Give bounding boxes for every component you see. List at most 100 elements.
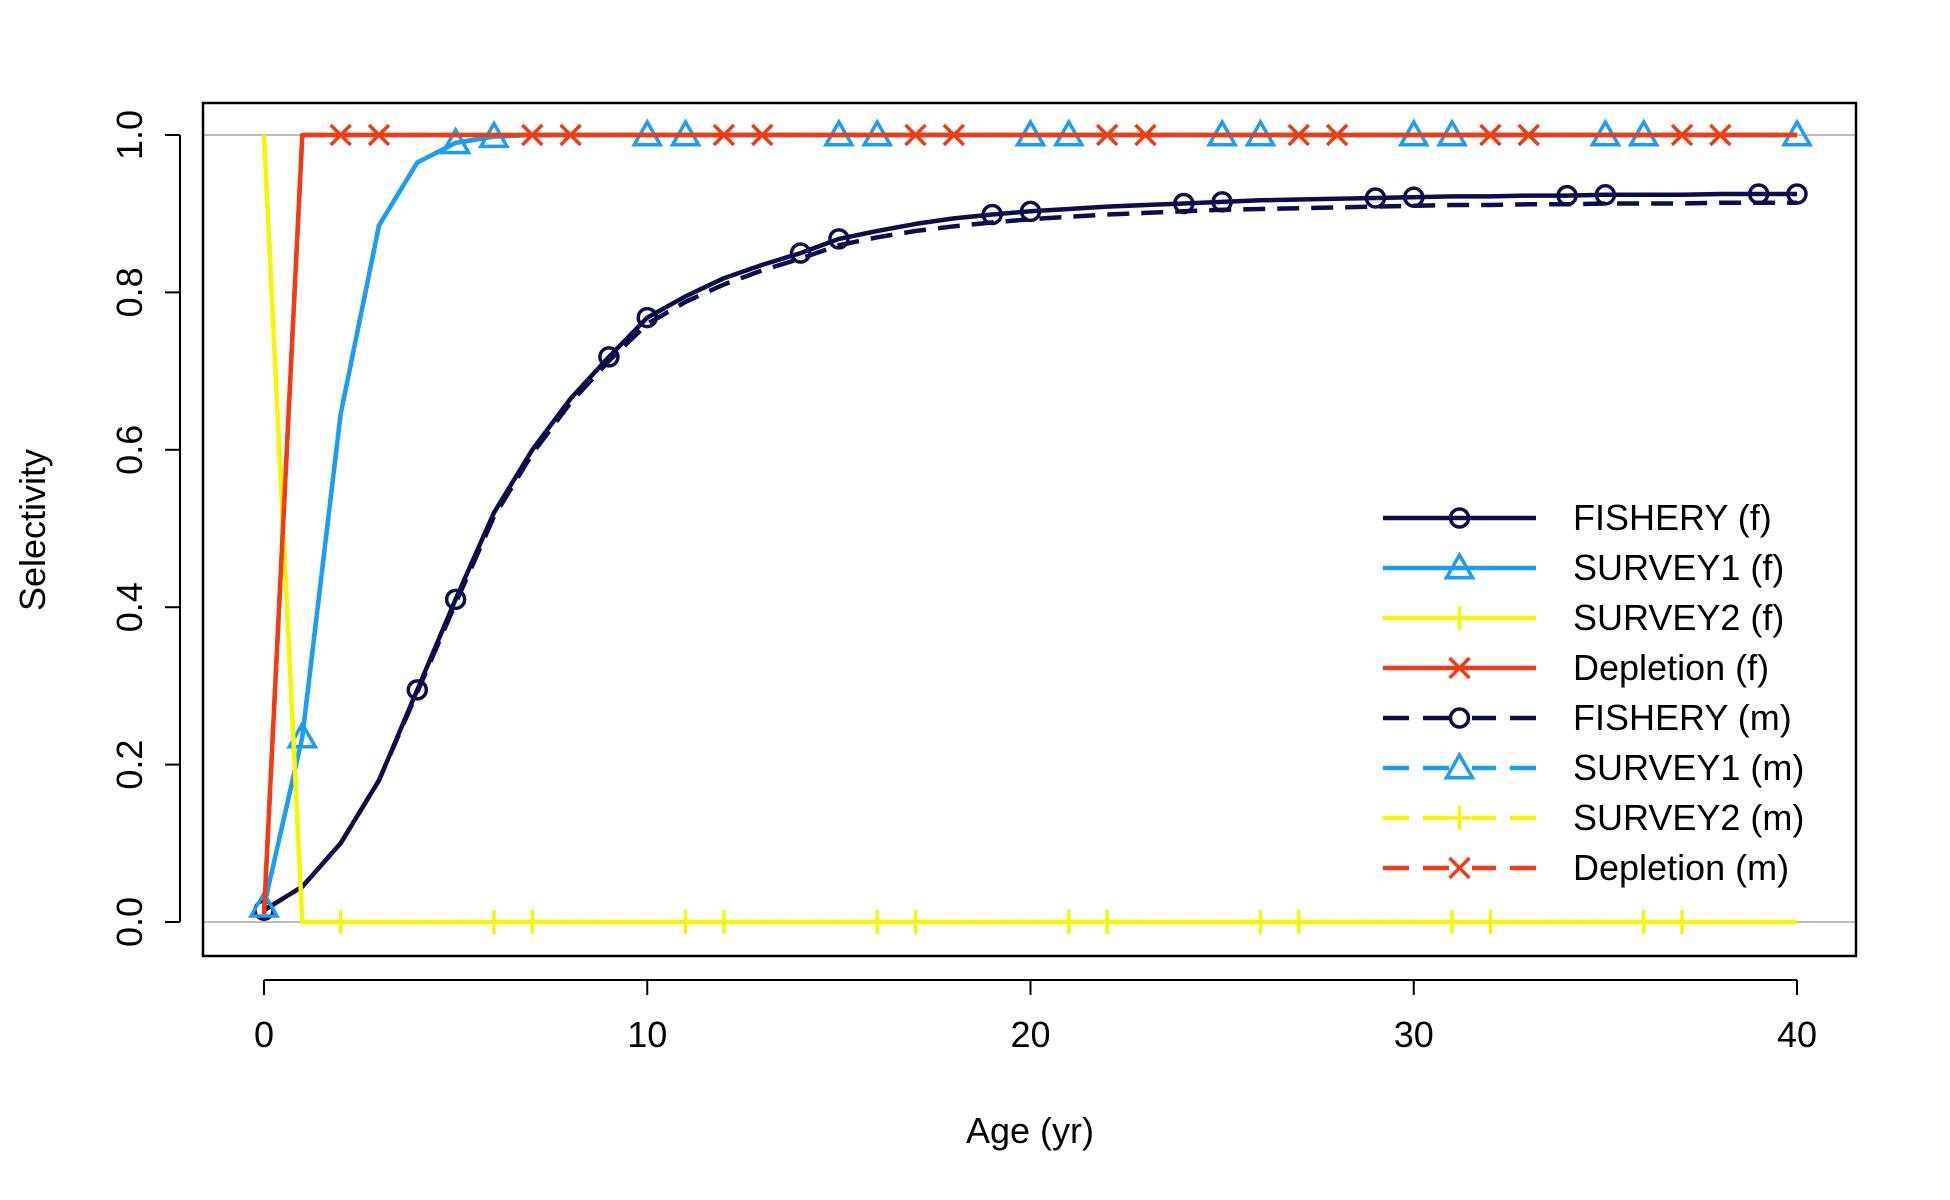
data-point (329, 123, 352, 147)
series-line (261, 132, 1797, 915)
data-point (789, 242, 812, 264)
data-point (1631, 910, 1656, 934)
legend-entry: Depletion (m) (1383, 847, 1789, 888)
series-4 (261, 123, 1797, 915)
legend-entry: SURVEY1 (m) (1383, 747, 1804, 788)
data-point (1556, 184, 1578, 207)
legend-entry: SURVEY1 (f) (1383, 547, 1784, 588)
data-point (1134, 123, 1157, 147)
legend-marker (1448, 856, 1471, 880)
data-point (942, 123, 966, 147)
legend-label: SURVEY2 (f) (1573, 597, 1784, 638)
data-point (1479, 123, 1502, 147)
data-point (1248, 910, 1273, 934)
legend-entry: SURVEY2 (f) (1383, 597, 1784, 638)
x-tick-label: 30 (1394, 1014, 1434, 1055)
x-tick-label: 40 (1777, 1014, 1817, 1055)
data-point (1364, 187, 1387, 209)
data-point (1325, 123, 1349, 147)
data-point (1173, 192, 1195, 215)
data-point (1286, 910, 1311, 934)
legend-marker (1443, 751, 1476, 780)
data-point (1440, 910, 1465, 934)
data-point (520, 910, 545, 934)
legend-marker (1448, 507, 1471, 529)
data-point (903, 910, 928, 934)
data-point (1403, 186, 1425, 208)
data-point (406, 679, 429, 701)
data-point (1786, 183, 1808, 205)
legend-label: SURVEY1 (f) (1573, 547, 1784, 588)
data-point (1594, 184, 1617, 206)
legend-marker (1448, 707, 1471, 729)
x-tick-label: 10 (627, 1014, 667, 1055)
data-point (1056, 910, 1081, 934)
data-point (750, 123, 774, 147)
data-point (981, 203, 1003, 226)
legend-entry: SURVEY2 (m) (1383, 797, 1804, 838)
data-point (444, 588, 467, 611)
legend-label: FISHERY (m) (1573, 697, 1792, 738)
data-point (598, 346, 620, 368)
data-point (559, 123, 582, 147)
y-tick-label: 1.0 (109, 110, 150, 160)
y-tick-label: 0.0 (109, 897, 150, 947)
series-3 (261, 134, 1797, 934)
legend-entry: FISHERY (m) (1383, 697, 1792, 738)
data-point (673, 910, 698, 934)
data-point (712, 123, 736, 147)
data-point (1019, 200, 1042, 223)
legend-entry: Depletion (f) (1383, 647, 1769, 688)
legend: FISHERY (f) SURVEY1 (f) SURVEY2 (f) Depleti… (1383, 497, 1804, 888)
data-point (286, 720, 319, 749)
data-point (247, 889, 281, 918)
data-point (865, 910, 890, 934)
data-point (1670, 910, 1695, 934)
data-point (1747, 183, 1770, 205)
data-point (1478, 910, 1503, 934)
legend-label: Depletion (f) (1573, 647, 1769, 688)
data-point (481, 910, 506, 934)
y-axis: 0.0 0.2 0.4 0.6 0.8 1.0 (109, 110, 181, 947)
series-1 (253, 183, 1808, 921)
data-point (521, 123, 544, 147)
y-axis-label: Selectivity (12, 449, 53, 611)
data-point (1517, 123, 1540, 147)
legend-marker (1447, 806, 1472, 830)
data-point (367, 123, 391, 147)
data-point (328, 910, 353, 934)
series-line (261, 134, 1797, 925)
data-point (1670, 123, 1694, 147)
data-point (828, 228, 850, 250)
data-point (904, 123, 927, 147)
legend-marker (1448, 656, 1471, 680)
series-line (262, 191, 1797, 913)
legend-label: SURVEY1 (m) (1573, 747, 1804, 788)
data-point (1095, 123, 1119, 147)
data-point (1095, 910, 1120, 934)
x-tick-label: 20 (1010, 1014, 1050, 1055)
y-tick-label: 0.6 (109, 425, 150, 475)
legend-label: FISHERY (f) (1573, 497, 1772, 538)
y-tick-label: 0.8 (109, 267, 150, 317)
data-point (1211, 191, 1233, 213)
series-layer (247, 118, 1814, 934)
plot-frame (201, 101, 1858, 958)
data-point (1709, 123, 1732, 147)
legend-label: Depletion (m) (1573, 847, 1789, 888)
x-axis-label: Age (yr) (966, 1110, 1094, 1151)
legend-marker (1447, 606, 1472, 630)
legend-marker (1443, 551, 1476, 580)
legend-label: SURVEY2 (m) (1573, 797, 1804, 838)
x-tick-label: 0 (254, 1014, 274, 1055)
data-point (1287, 123, 1311, 147)
data-point (711, 910, 736, 934)
legend-entry: FISHERY (f) (1383, 497, 1772, 538)
data-point (636, 306, 658, 329)
x-axis: 0 10 20 30 40 (254, 979, 1817, 1055)
data-point (439, 126, 472, 155)
y-tick-label: 0.2 (109, 740, 150, 790)
y-tick-label: 0.4 (109, 582, 150, 632)
